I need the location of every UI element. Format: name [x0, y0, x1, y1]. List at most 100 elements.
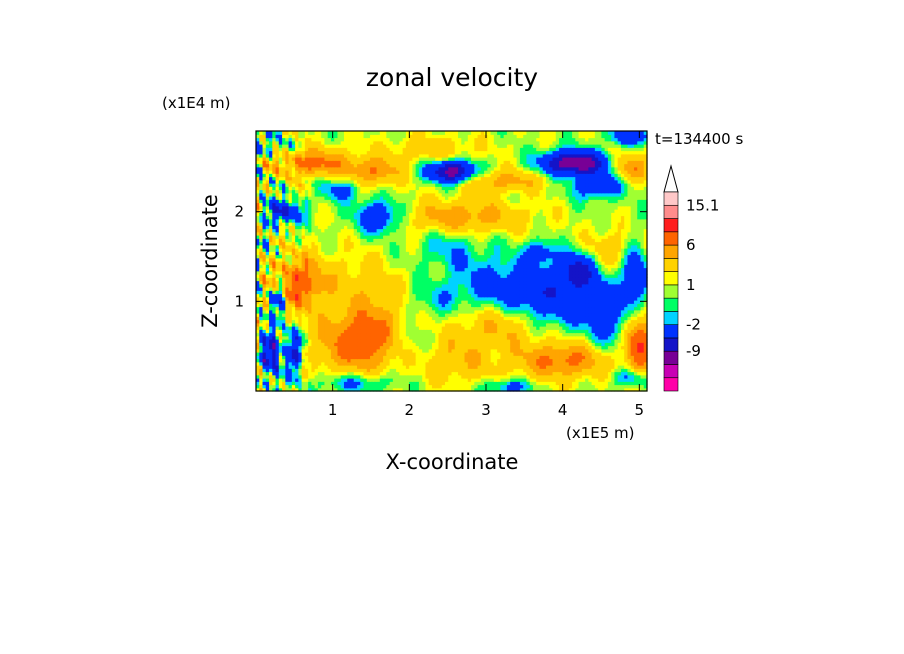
- heatmap-cell: [285, 319, 290, 324]
- heatmap-cell: [575, 355, 580, 360]
- heatmap-cell: [594, 264, 599, 269]
- heatmap-cell: [431, 368, 436, 373]
- heatmap-cell: [389, 339, 394, 343]
- heatmap-cell: [454, 381, 459, 386]
- heatmap-cell: [275, 335, 280, 340]
- heatmap-cell: [272, 348, 277, 353]
- heatmap-cell: [572, 300, 576, 304]
- heatmap-cell: [265, 355, 270, 360]
- heatmap-cell: [357, 322, 361, 327]
- heatmap-cell: [298, 384, 303, 389]
- heatmap-cell: [523, 274, 528, 278]
- heatmap-cell: [542, 316, 547, 321]
- heatmap-cell: [340, 313, 345, 317]
- heatmap-cell: [529, 365, 534, 369]
- heatmap-cell: [360, 387, 365, 392]
- heatmap-cell: [565, 267, 570, 272]
- heatmap-cell: [497, 332, 501, 337]
- heatmap-cell: [340, 287, 345, 291]
- heatmap-cell: [510, 270, 515, 275]
- heatmap-cell: [594, 335, 599, 340]
- heatmap-cell: [454, 371, 459, 376]
- heatmap-cell: [601, 332, 606, 337]
- heatmap-cell: [614, 342, 619, 347]
- heatmap-cell: [536, 303, 541, 308]
- heatmap-cell: [370, 293, 374, 298]
- heatmap-cell: [503, 361, 508, 366]
- heatmap-cell: [477, 316, 482, 321]
- heatmap-cell: [308, 361, 312, 366]
- heatmap-cell: [334, 332, 339, 337]
- heatmap-cell: [637, 290, 642, 295]
- heatmap-cell: [624, 348, 629, 353]
- heatmap-cell: [363, 339, 368, 343]
- heatmap-cell: [588, 313, 593, 317]
- heatmap-cell: [578, 313, 583, 317]
- heatmap-cell: [321, 280, 326, 285]
- heatmap-cell: [490, 387, 495, 392]
- heatmap-cell: [568, 352, 573, 356]
- heatmap-cell: [624, 264, 629, 269]
- heatmap-cell: [282, 287, 286, 291]
- heatmap-cell: [265, 322, 270, 327]
- heatmap-cell: [441, 374, 446, 379]
- heatmap-cell: [415, 254, 420, 259]
- heatmap-cell: [265, 361, 270, 366]
- heatmap-cell: [454, 345, 459, 350]
- heatmap-cell: [627, 332, 632, 337]
- heatmap-cell: [298, 381, 303, 386]
- heatmap-cell: [497, 387, 501, 392]
- heatmap-cell: [526, 355, 531, 360]
- heatmap-cell: [467, 306, 472, 311]
- heatmap-cell: [360, 326, 365, 330]
- heatmap-cell: [392, 303, 397, 308]
- heatmap-cell: [353, 358, 358, 363]
- heatmap-cell: [262, 332, 267, 337]
- heatmap-cell: [461, 290, 466, 295]
- heatmap-cell: [451, 283, 456, 288]
- heatmap-cell: [337, 365, 342, 369]
- heatmap-cell: [611, 381, 616, 386]
- heatmap-cell: [262, 283, 267, 288]
- heatmap-cell: [614, 368, 619, 373]
- heatmap-cell: [389, 358, 394, 363]
- heatmap-cell: [392, 290, 397, 295]
- heatmap-cell: [327, 313, 332, 317]
- heatmap-cell: [321, 316, 326, 321]
- heatmap-cell: [409, 257, 413, 262]
- heatmap-cell: [458, 358, 462, 363]
- heatmap-cell: [549, 287, 554, 291]
- heatmap-cell: [373, 358, 378, 363]
- heatmap-cell: [405, 374, 410, 379]
- heatmap-cell: [379, 329, 384, 334]
- heatmap-cell: [575, 303, 580, 308]
- heatmap-cell: [441, 267, 446, 272]
- heatmap-cell: [304, 261, 309, 265]
- heatmap-cell: [317, 342, 322, 347]
- heatmap-cell: [633, 296, 638, 301]
- heatmap-cell: [259, 374, 264, 379]
- heatmap-cell: [308, 339, 312, 343]
- heatmap-cell: [337, 293, 342, 298]
- heatmap-cell: [360, 300, 365, 304]
- heatmap-cell: [317, 274, 322, 278]
- heatmap-cell: [327, 257, 332, 262]
- heatmap-cell: [532, 300, 537, 304]
- heatmap-cell: [545, 352, 550, 356]
- heatmap-cell: [555, 342, 560, 347]
- heatmap-cell: [519, 381, 524, 386]
- heatmap-cell: [363, 300, 368, 304]
- heatmap-cell: [402, 300, 407, 304]
- heatmap-cell: [464, 296, 469, 301]
- heatmap-cell: [510, 257, 515, 262]
- heatmap-cell: [575, 322, 580, 327]
- heatmap-cell: [272, 290, 277, 295]
- heatmap-cell: [637, 361, 642, 366]
- heatmap-cell: [435, 277, 440, 282]
- heatmap-cell: [259, 277, 264, 282]
- heatmap-cell: [298, 355, 303, 360]
- heatmap-cell: [311, 261, 316, 265]
- heatmap-cell: [402, 293, 407, 298]
- heatmap-cell: [386, 345, 391, 350]
- heatmap-cell: [304, 257, 309, 262]
